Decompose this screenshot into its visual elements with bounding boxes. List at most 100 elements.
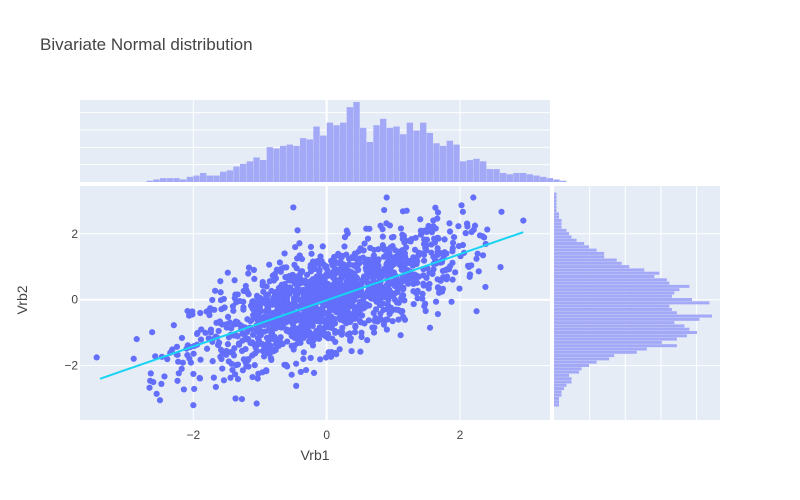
scatter-point <box>180 386 188 393</box>
scatter-point <box>307 268 315 275</box>
scatter-point <box>337 258 344 265</box>
scatter-point <box>244 289 251 296</box>
scatter-point <box>303 271 311 278</box>
x-histogram-bar <box>353 102 360 182</box>
y-histogram-bar <box>554 373 570 377</box>
x-histogram-bar <box>366 142 374 182</box>
scatter-point <box>325 272 332 279</box>
y-histogram-bar <box>554 218 562 222</box>
y-histogram-bar <box>554 205 557 209</box>
scatter-point <box>341 243 348 250</box>
scatter-point <box>520 217 527 224</box>
y-histogram-bar <box>554 271 660 275</box>
scatter-point <box>371 246 378 254</box>
scatter-point <box>434 310 441 318</box>
scatter-point <box>393 299 401 306</box>
scatter-point <box>350 303 357 310</box>
scatter-point <box>374 284 381 291</box>
y-histogram-bar <box>554 314 712 318</box>
scatter-point <box>399 231 406 238</box>
scatter-point <box>283 327 290 334</box>
scatter-point <box>294 227 301 234</box>
scatter-point <box>421 236 428 243</box>
scatter-point <box>233 332 240 339</box>
scatter-point <box>379 233 386 240</box>
scatter-point <box>325 290 333 297</box>
scatter-point <box>301 290 309 298</box>
scatter-point <box>314 307 321 314</box>
scatter-point <box>363 267 370 274</box>
x-histogram-bar <box>153 179 160 182</box>
scatter-point <box>234 361 242 368</box>
scatter-point <box>452 269 459 276</box>
x-histogram-bar <box>526 174 534 182</box>
scatter-point <box>218 306 225 313</box>
scatter-point <box>479 252 487 259</box>
scatter-point <box>189 311 196 318</box>
ols-trendline <box>99 231 524 380</box>
scatter-point <box>446 228 454 235</box>
scatter-point <box>473 308 480 315</box>
scatter-point <box>178 334 186 342</box>
x-histogram-bar <box>346 107 354 182</box>
scatter-point <box>196 374 203 382</box>
y-tick-label-0: −2 <box>64 359 78 373</box>
scatter-point <box>223 351 230 358</box>
scatter-point <box>292 243 299 251</box>
scatter-point <box>423 228 430 236</box>
x-histogram-bar <box>340 122 347 182</box>
y-histogram-bar <box>554 268 645 272</box>
scatter-point <box>232 395 239 402</box>
scatter-point <box>435 235 442 242</box>
scatter-point <box>244 329 251 336</box>
scatter-point <box>308 278 315 285</box>
scatter-point <box>462 230 469 237</box>
scatter-point <box>382 246 389 253</box>
scatter-point <box>356 317 363 325</box>
scatter-point <box>164 356 171 363</box>
scatter-point <box>358 292 365 299</box>
scatter-point <box>432 298 440 305</box>
scatter-point <box>442 267 449 274</box>
scatter-point <box>190 402 197 409</box>
y-tick-label-2: 2 <box>71 227 78 241</box>
y-histogram-bar <box>554 235 572 239</box>
scatter-point <box>386 293 393 300</box>
scatter-point <box>218 321 226 328</box>
scatter-point <box>449 239 457 246</box>
x-histogram-bar <box>360 127 367 182</box>
y-histogram-bar <box>554 209 557 213</box>
scatter-point <box>392 306 400 313</box>
scatter-point <box>161 373 168 380</box>
scatter-point <box>230 307 237 314</box>
scatter-point <box>395 316 402 323</box>
scatter-point <box>386 222 393 229</box>
scatter-point <box>325 281 332 288</box>
scatter-point <box>361 240 368 247</box>
y-histogram-bar <box>554 334 687 338</box>
x-histogram-bar <box>280 145 287 182</box>
scatter-point <box>220 377 228 384</box>
scatter-point <box>459 208 466 215</box>
scatter-point <box>184 351 191 359</box>
scatter-point <box>279 340 286 348</box>
y-tick-label-1: 0 <box>71 293 78 307</box>
scatter-point <box>302 366 310 374</box>
y-histogram-bar <box>554 248 597 252</box>
scatter-point <box>408 273 415 280</box>
scatter-point <box>275 318 282 326</box>
scatter-point <box>275 287 282 294</box>
y-histogram-bar <box>554 284 690 288</box>
scatter-point <box>274 296 281 303</box>
scatter-point <box>261 328 268 335</box>
scatter-point <box>372 316 379 323</box>
scatter-point <box>255 311 262 318</box>
scatter-point <box>212 383 219 391</box>
x-histogram-bar <box>440 145 447 182</box>
y-histogram-bar <box>554 232 570 236</box>
scatter-point <box>224 313 232 320</box>
scatter-point <box>379 226 386 233</box>
x-histogram-bar <box>233 166 240 182</box>
scatter-point <box>434 209 442 216</box>
